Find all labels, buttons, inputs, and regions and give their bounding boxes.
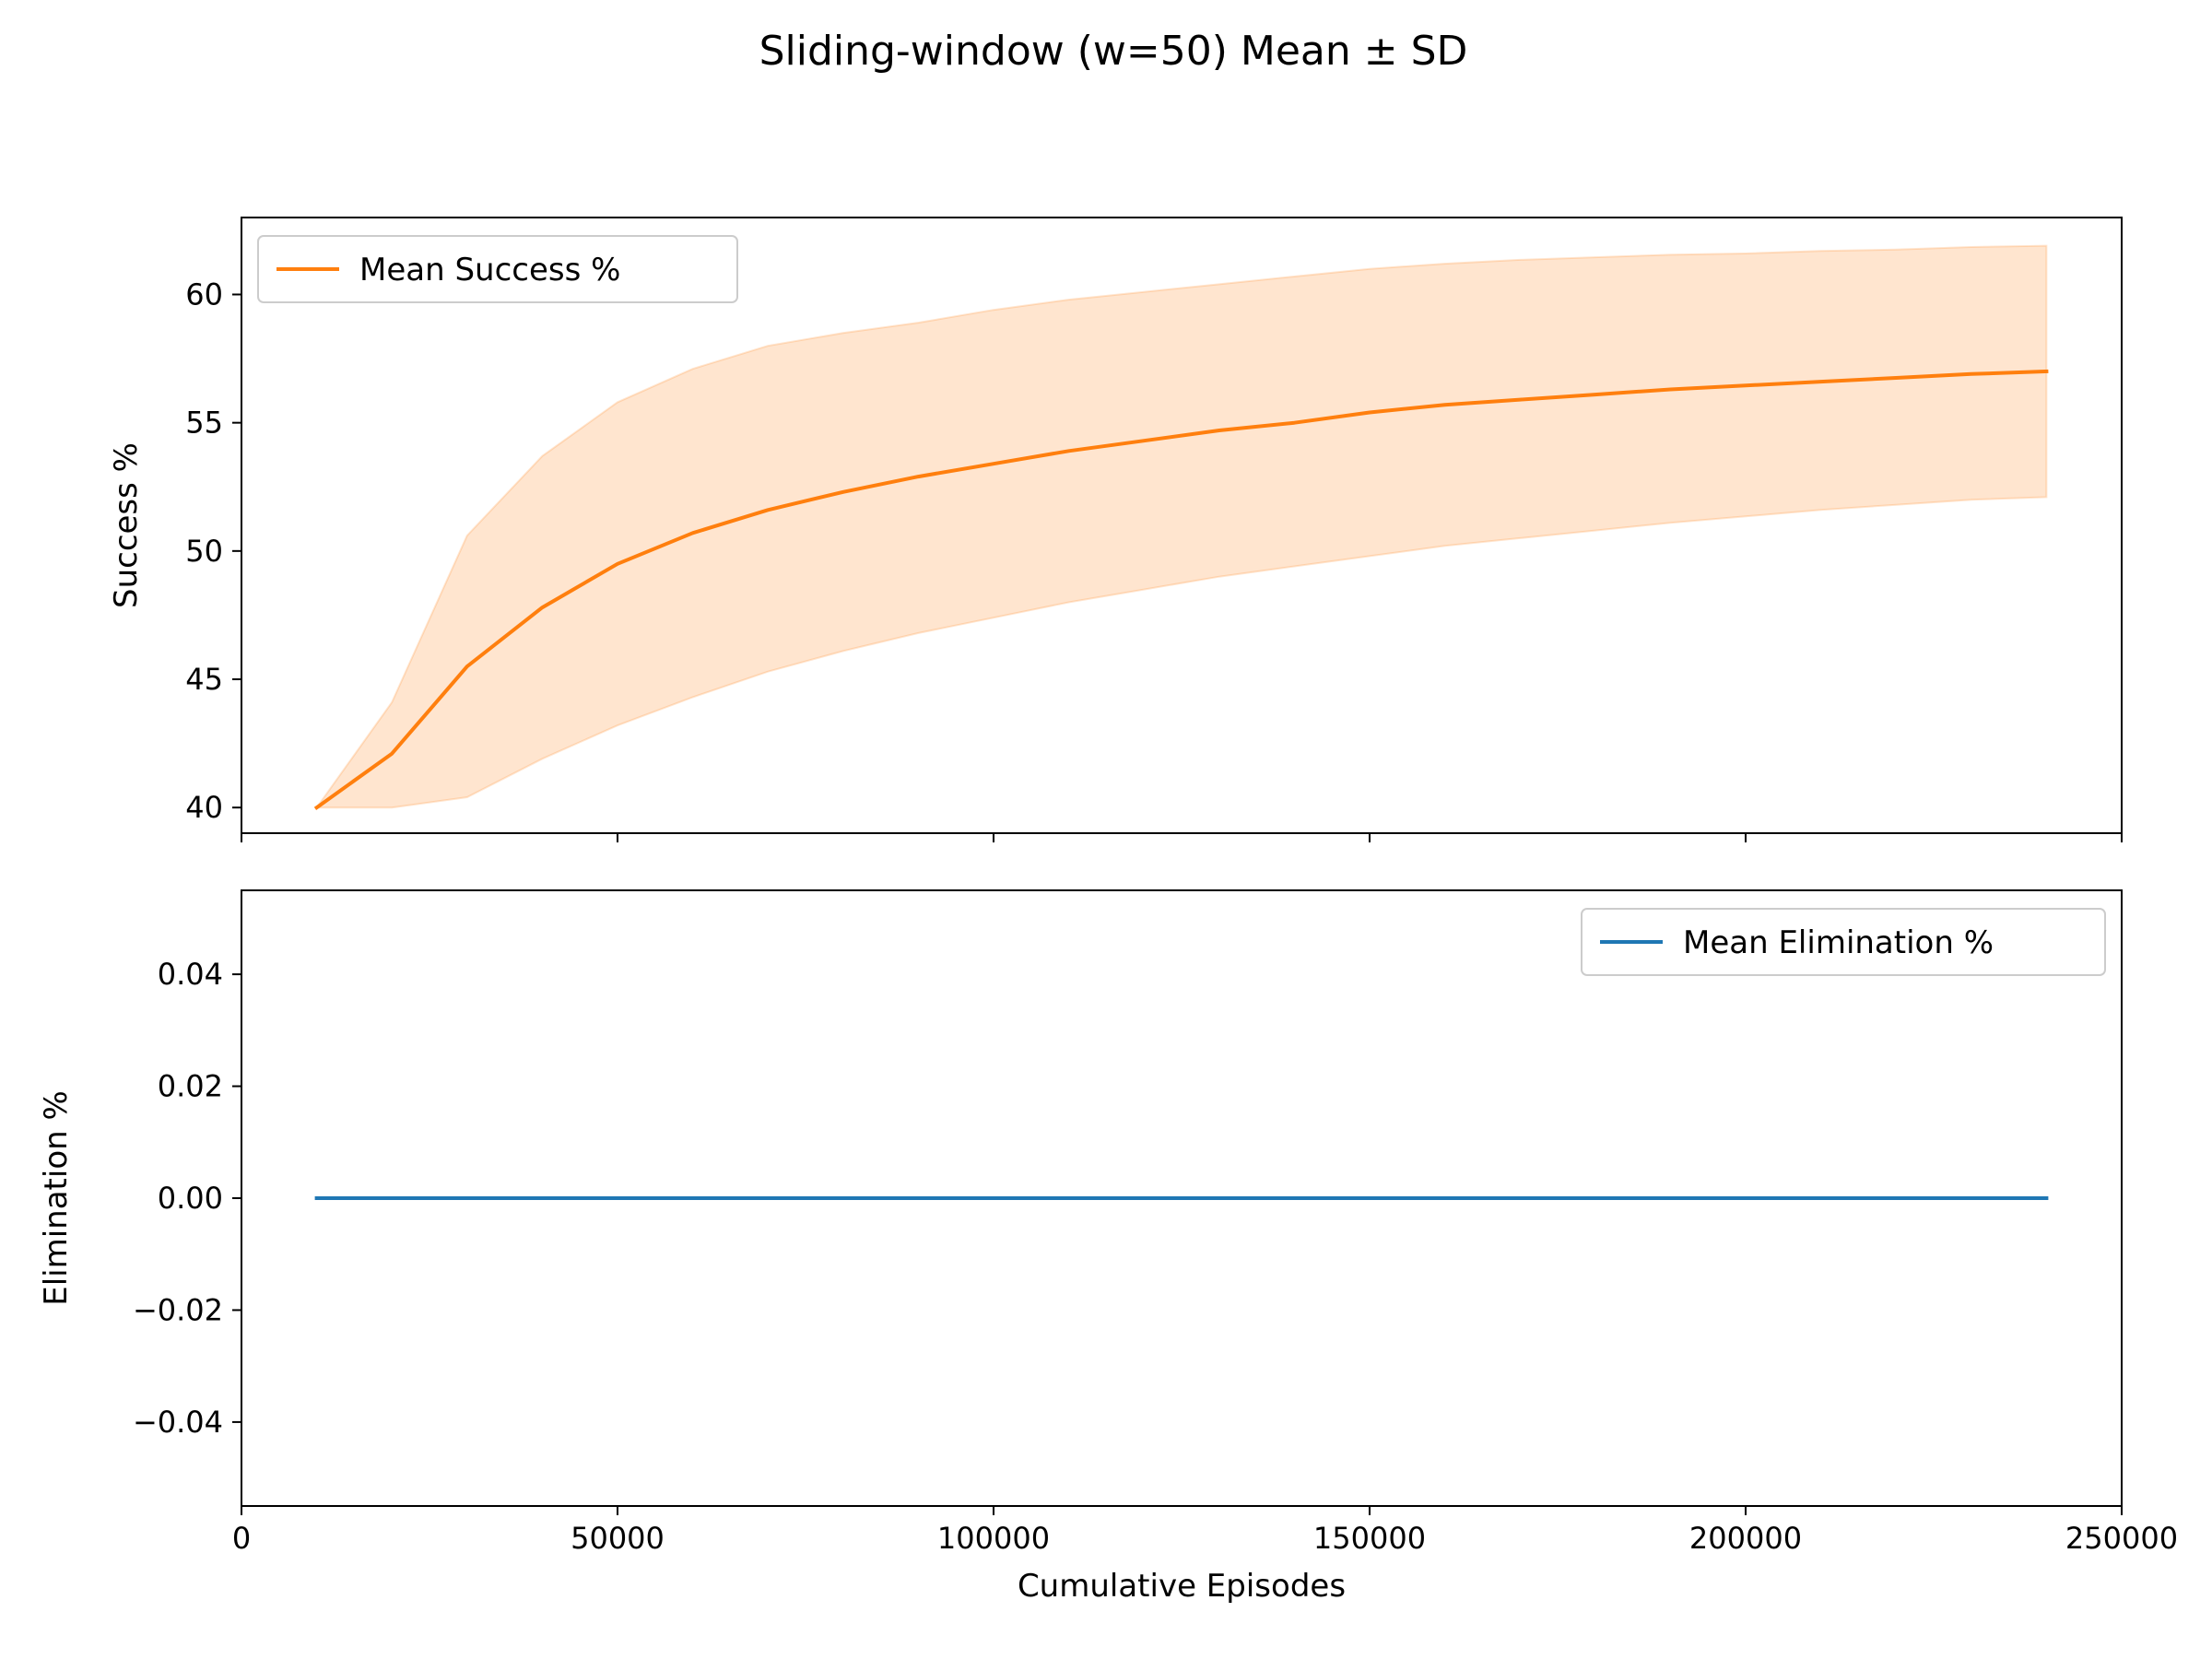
x-tick-label: 250000 [2065, 1521, 2178, 1556]
axes-frame [241, 217, 2123, 834]
y-tick-label: 0.02 [158, 1069, 223, 1104]
success-panel: 40 45 50 55 60 Success % Mean Success % [108, 217, 2123, 842]
x-tick-label: 150000 [1313, 1521, 1426, 1556]
legend-label: Mean Success % [359, 252, 620, 288]
x-tick-label: 100000 [937, 1521, 1050, 1556]
x-tick-label: 200000 [1689, 1521, 1802, 1556]
legend-label: Mean Elimination % [1683, 924, 1994, 961]
y-tick-label: 55 [185, 406, 223, 441]
y-tick-label: 50 [185, 534, 223, 569]
elimination-panel: 0 50000 100000 150000 200000 250000 −0.04 −0.02… [38, 889, 2178, 1605]
series-line [313, 369, 2049, 810]
legend: Mean Success % [257, 235, 738, 303]
x-tick-label: 50000 [571, 1521, 665, 1556]
y-axis-label: Elimination % [38, 1090, 75, 1306]
y-tick-label: −0.04 [133, 1405, 223, 1440]
legend: Mean Elimination % [1581, 908, 2106, 976]
y-tick-label: −0.02 [133, 1292, 223, 1327]
y-tick-label: 45 [185, 662, 223, 697]
y-tick-label: 40 [185, 790, 223, 825]
y-axis-label: Success % [108, 442, 145, 608]
y-tick-label: 60 [185, 277, 223, 312]
y-tick-label: 0.04 [158, 957, 223, 992]
legend-box [1581, 908, 2106, 976]
y-tick-label: 0.00 [158, 1181, 223, 1216]
figure-title: Sliding-window (w=50) Mean ± SD [759, 28, 1468, 75]
x-tick-label: 0 [232, 1521, 251, 1556]
x-axis-label: Cumulative Episodes [1018, 1568, 1346, 1605]
legend-box [257, 235, 738, 303]
